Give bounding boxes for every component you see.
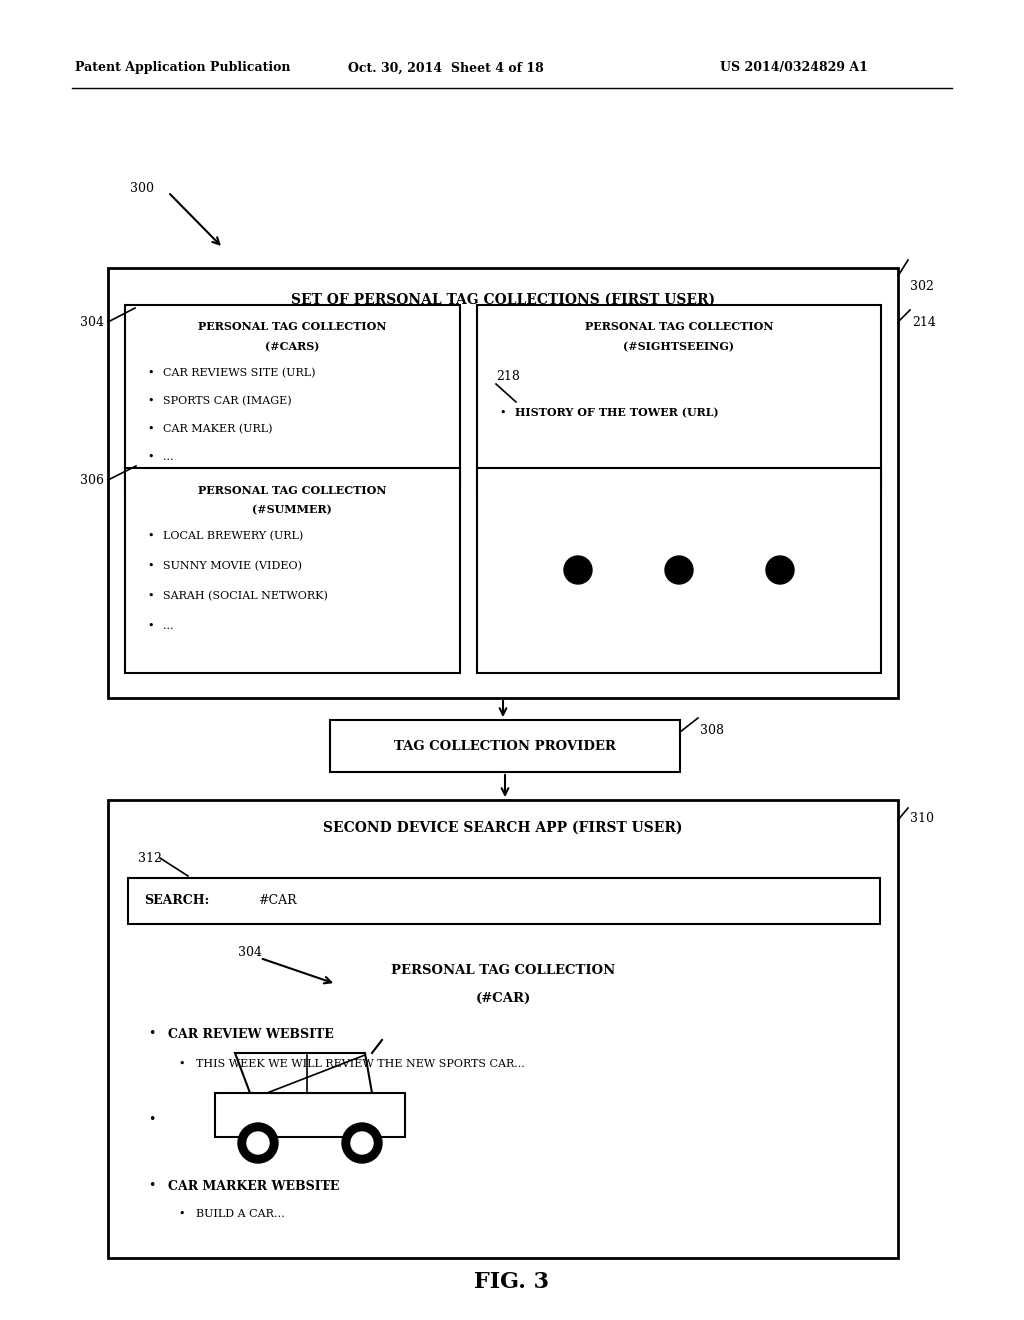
Polygon shape [234,1053,372,1093]
Text: 304: 304 [238,945,262,958]
Text: TAG COLLECTION PROVIDER: TAG COLLECTION PROVIDER [394,739,616,752]
Text: 300: 300 [130,181,154,194]
Text: 308: 308 [700,723,724,737]
Circle shape [342,1123,382,1163]
Bar [215,1093,406,1137]
Text: •: • [147,531,154,541]
Circle shape [665,556,693,583]
Text: (#SIGHTSEEING): (#SIGHTSEEING) [624,342,734,352]
Circle shape [247,1133,269,1154]
Text: Patent Application Publication: Patent Application Publication [75,62,291,74]
Text: :: : [326,1180,330,1192]
Bar [108,268,898,698]
Text: CAR REVIEW WEBSITE: CAR REVIEW WEBSITE [168,1027,334,1040]
Text: •: • [147,368,154,378]
Text: HISTORY OF THE TOWER (URL): HISTORY OF THE TOWER (URL) [515,408,719,418]
Text: 310: 310 [910,812,934,825]
Text: 218: 218 [496,370,520,383]
Text: SUNNY MOVIE (VIDEO): SUNNY MOVIE (VIDEO) [163,561,302,572]
Text: US 2014/0324829 A1: US 2014/0324829 A1 [720,62,868,74]
Text: SPORTS CAR (IMAGE): SPORTS CAR (IMAGE) [163,396,292,407]
Text: •: • [147,424,154,434]
Text: PERSONAL TAG COLLECTION: PERSONAL TAG COLLECTION [198,484,386,495]
Text: CAR MARKER WEBSITE: CAR MARKER WEBSITE [168,1180,339,1192]
Text: •: • [499,408,506,418]
Text: PERSONAL TAG COLLECTION: PERSONAL TAG COLLECTION [391,964,615,977]
Text: ...: ... [163,620,173,631]
Bar [108,800,898,1258]
Text: 312: 312 [138,851,162,865]
Text: •: • [147,591,154,601]
Text: PERSONAL TAG COLLECTION: PERSONAL TAG COLLECTION [198,322,386,333]
Text: ...: ... [163,451,173,462]
Text: LOCAL BREWERY (URL): LOCAL BREWERY (URL) [163,531,303,541]
Text: CAR REVIEWS SITE (URL): CAR REVIEWS SITE (URL) [163,368,315,378]
Text: •: • [148,1180,156,1192]
Text: •: • [148,1114,156,1126]
Text: •: • [178,1059,184,1069]
Text: BUILD A CAR…: BUILD A CAR… [196,1209,285,1218]
Text: 302: 302 [910,280,934,293]
Text: FIG. 3: FIG. 3 [474,1271,550,1294]
Text: #CAR: #CAR [258,895,297,908]
Text: 304: 304 [80,315,104,329]
Text: PERSONAL TAG COLLECTION: PERSONAL TAG COLLECTION [585,322,773,333]
Text: 214: 214 [912,315,936,329]
Text: (#CAR): (#CAR) [475,991,530,1005]
Bar [477,305,881,490]
Text: SET OF PERSONAL TAG COLLECTIONS (FIRST USER): SET OF PERSONAL TAG COLLECTIONS (FIRST U… [291,293,715,308]
Bar [330,719,680,772]
Text: (#CARS): (#CARS) [265,342,319,352]
Bar [125,469,460,673]
Text: •: • [147,396,154,407]
Bar [477,469,881,673]
Text: 306: 306 [80,474,104,487]
Circle shape [238,1123,278,1163]
Text: •: • [147,451,154,462]
Text: SARAH (SOCIAL NETWORK): SARAH (SOCIAL NETWORK) [163,591,328,601]
Bar [128,878,880,924]
Text: Oct. 30, 2014  Sheet 4 of 18: Oct. 30, 2014 Sheet 4 of 18 [348,62,544,74]
Text: •: • [148,1027,156,1040]
Text: •: • [178,1209,184,1218]
Text: CAR MAKER (URL): CAR MAKER (URL) [163,424,272,434]
Text: (#SUMMER): (#SUMMER) [252,504,332,516]
Text: •: • [147,561,154,572]
Text: •: • [147,620,154,631]
Circle shape [766,556,794,583]
Text: SECOND DEVICE SEARCH APP (FIRST USER): SECOND DEVICE SEARCH APP (FIRST USER) [324,821,683,836]
Circle shape [351,1133,373,1154]
Circle shape [564,556,592,583]
Text: THIS WEEK WE WILL REVIEW THE NEW SPORTS CAR...: THIS WEEK WE WILL REVIEW THE NEW SPORTS … [196,1059,524,1069]
Bar [125,305,460,490]
Text: :: : [326,1027,330,1040]
Text: SEARCH:: SEARCH: [144,895,209,908]
